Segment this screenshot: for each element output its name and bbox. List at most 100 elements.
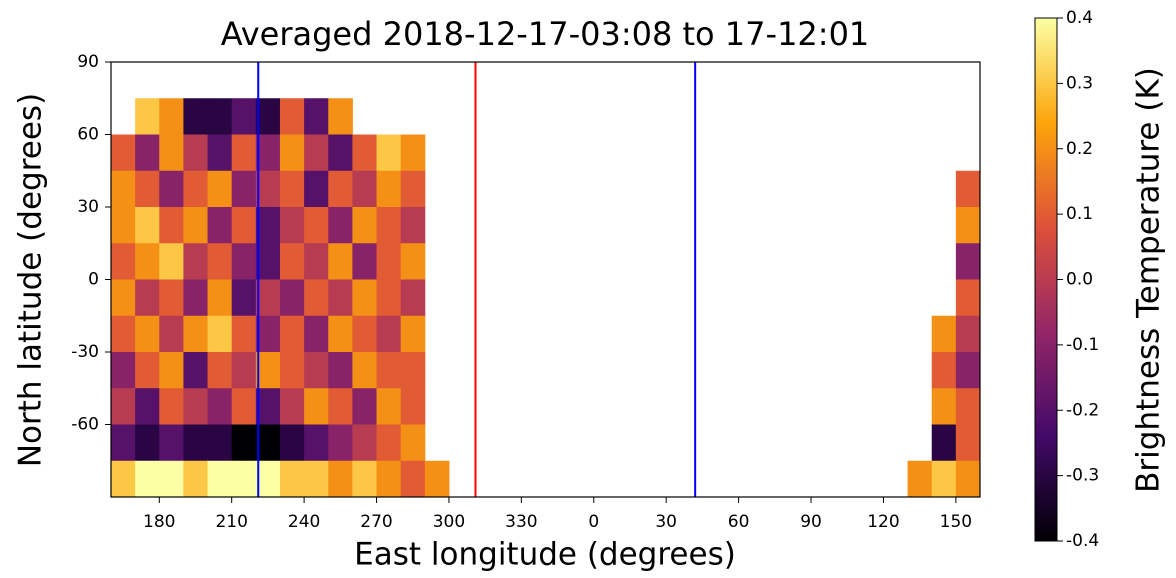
y-tick-label: 60	[77, 125, 99, 145]
heatmap-cell	[376, 352, 402, 389]
heatmap-cell	[955, 315, 980, 353]
heatmap-cell	[376, 243, 402, 280]
heatmap-cell	[328, 315, 353, 353]
heatmap-cell	[376, 460, 402, 497]
x-tick-label: 330	[505, 512, 537, 532]
heatmap-cell	[207, 388, 233, 425]
heatmap-cell	[135, 98, 160, 135]
heatmap-cell	[931, 388, 957, 425]
heatmap-cell	[400, 170, 426, 208]
heatmap-cell	[400, 243, 426, 280]
heatmap-cell	[328, 98, 353, 135]
heatmap-cell	[328, 424, 353, 462]
x-tick-label: 150	[940, 512, 972, 532]
heatmap-cell	[279, 207, 305, 244]
heatmap-cell	[304, 424, 329, 462]
heatmap-cell	[255, 134, 281, 172]
heatmap-cell	[183, 352, 209, 389]
x-tick-label: 240	[288, 512, 320, 532]
heatmap-cell	[255, 243, 281, 280]
x-tick-label: 120	[867, 512, 899, 532]
heatmap-cell	[376, 279, 402, 317]
colorbar-tick-label: -0.2	[1066, 400, 1099, 420]
heatmap-cell	[255, 279, 281, 317]
heatmap-cell	[279, 388, 305, 425]
heatmap-cell	[400, 279, 426, 317]
heatmap-cell	[159, 460, 184, 497]
colorbar-tick-label: 0.1	[1066, 204, 1093, 224]
heatmap-cell	[183, 388, 209, 425]
heatmap-cell	[931, 315, 957, 353]
heatmap-cell	[135, 134, 160, 172]
heatmap-cell	[207, 315, 233, 353]
heatmap-cell	[159, 315, 184, 353]
x-tick-label: 180	[143, 512, 175, 532]
heatmap-cell	[183, 98, 209, 135]
heatmap-cell	[376, 134, 402, 172]
heatmap-cell	[955, 207, 980, 244]
heatmap-cell	[111, 352, 136, 389]
heatmap-cell	[255, 424, 281, 462]
heatmap-cell	[159, 98, 184, 135]
x-tick-label: 90	[800, 512, 822, 532]
heatmap-cell	[207, 98, 233, 135]
heatmap-cell	[183, 170, 209, 208]
colorbar-tick-label: -0.1	[1066, 335, 1099, 355]
heatmap-cell	[304, 243, 329, 280]
heatmap-cell	[207, 424, 233, 462]
heatmap-cell	[231, 207, 257, 244]
heatmap-cell	[352, 424, 378, 462]
heatmap-cell	[111, 243, 136, 280]
heatmap-cell	[304, 315, 329, 353]
heatmap-cell	[376, 207, 402, 244]
heatmap-cell	[255, 98, 281, 135]
heatmap-cell	[352, 460, 378, 497]
heatmap-cell	[400, 207, 426, 244]
heatmap-cell	[279, 352, 305, 389]
heatmap-cell	[400, 460, 426, 497]
heatmap-cell	[955, 279, 980, 317]
heatmap-cell	[135, 424, 160, 462]
colorbar-tick-label: 0.3	[1066, 73, 1093, 93]
heatmap-cell	[352, 388, 378, 425]
heatmap-cell	[400, 352, 426, 389]
heatmap-cell	[231, 134, 257, 172]
y-tick-label: 30	[77, 197, 99, 217]
heatmap-cell	[207, 460, 233, 497]
heatmap-cell	[135, 243, 160, 280]
heatmap-cell	[183, 279, 209, 317]
heatmap-cell	[955, 424, 980, 462]
heatmap-cell	[328, 134, 353, 172]
heatmap-cell	[279, 424, 305, 462]
y-tick-label: 0	[88, 270, 99, 290]
heatmap-cell	[183, 134, 209, 172]
heatmap-cell	[159, 170, 184, 208]
heatmap-cell	[328, 460, 353, 497]
colorbar-tick-label: -0.4	[1066, 531, 1099, 551]
heatmap-cell	[207, 352, 233, 389]
heatmap	[111, 98, 980, 497]
heatmap-cell	[255, 388, 281, 425]
heatmap-cell	[231, 243, 257, 280]
heatmap-cell	[255, 352, 281, 389]
heatmap-cell	[231, 98, 257, 135]
heatmap-cell	[931, 352, 957, 389]
heatmap-cell	[352, 315, 378, 353]
heatmap-cell	[304, 98, 329, 135]
heatmap-cell	[955, 243, 980, 280]
heatmap-cell	[111, 207, 136, 244]
heatmap-cell	[376, 388, 402, 425]
heatmap-cell	[376, 170, 402, 208]
heatmap-cell	[328, 352, 353, 389]
heatmap-cell	[955, 170, 980, 208]
heatmap-cell	[400, 134, 426, 172]
heatmap-cell	[304, 279, 329, 317]
heatmap-cell	[376, 424, 402, 462]
heatmap-cell	[352, 243, 378, 280]
heatmap-cell	[328, 243, 353, 280]
y-tick-label: -30	[71, 342, 99, 362]
heatmap-cell	[955, 388, 980, 425]
heatmap-cell	[400, 424, 426, 462]
heatmap-cell	[279, 315, 305, 353]
